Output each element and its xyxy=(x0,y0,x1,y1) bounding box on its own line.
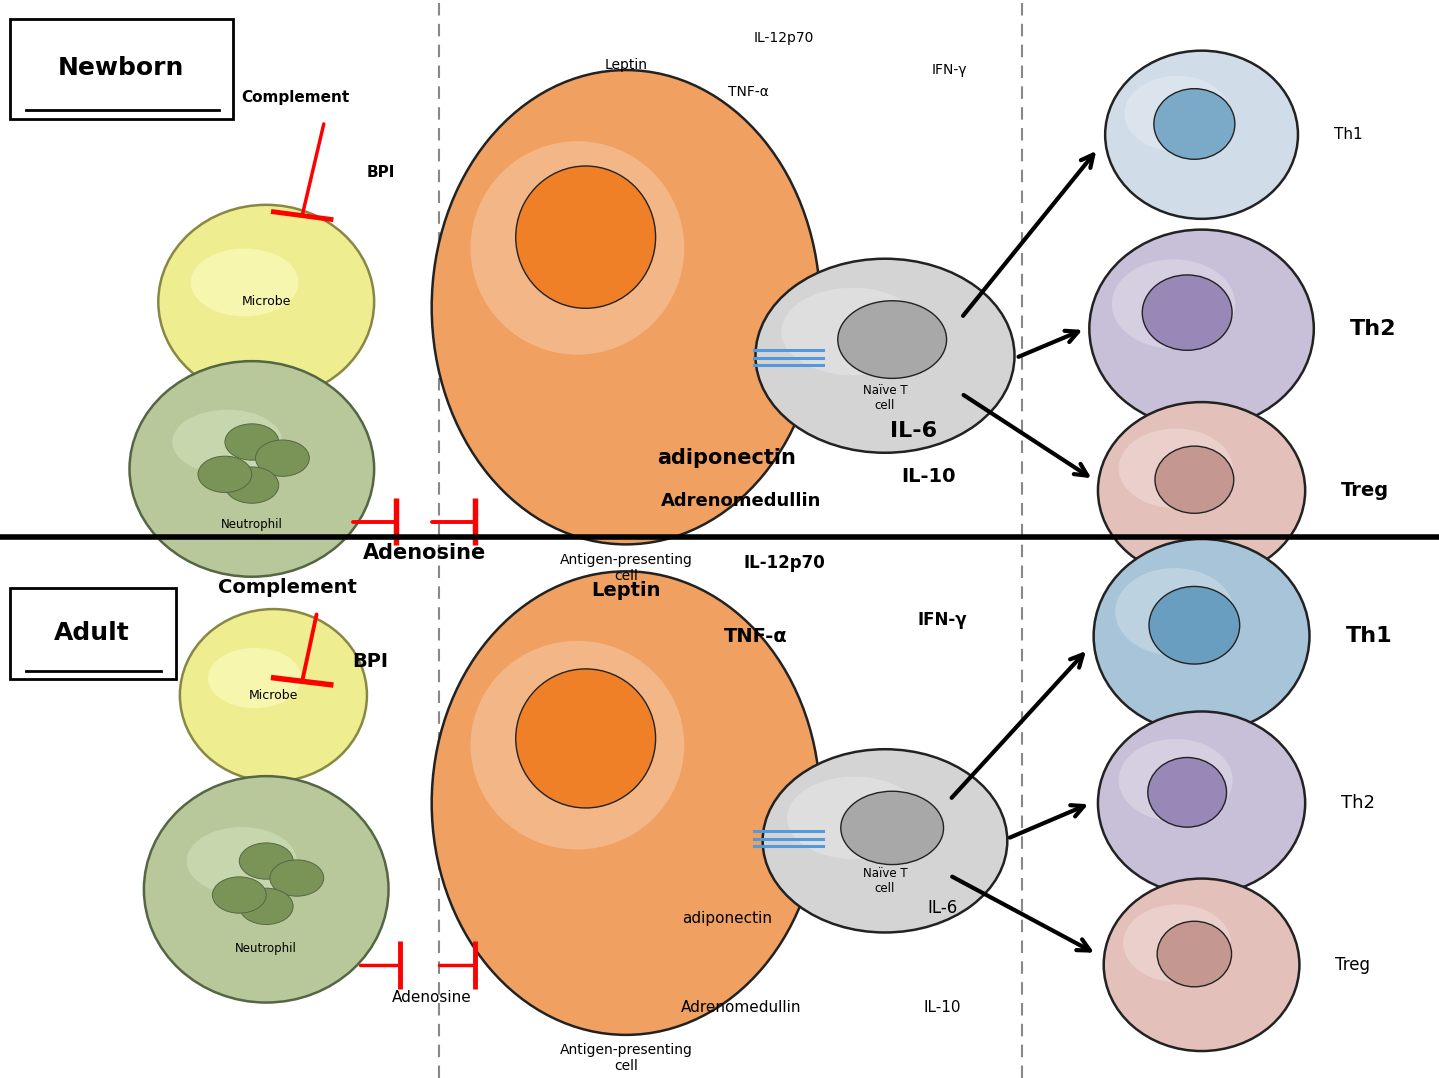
Text: Complement: Complement xyxy=(240,89,350,105)
Text: Treg: Treg xyxy=(1335,956,1370,973)
Text: IL-6: IL-6 xyxy=(891,421,937,441)
Ellipse shape xyxy=(1098,402,1305,579)
Ellipse shape xyxy=(1154,88,1235,160)
Text: Adenosine: Adenosine xyxy=(391,990,472,1005)
Ellipse shape xyxy=(781,288,924,375)
Text: Microbe: Microbe xyxy=(249,689,298,702)
Text: adiponectin: adiponectin xyxy=(682,911,771,926)
Text: IFN-γ: IFN-γ xyxy=(918,611,967,628)
Ellipse shape xyxy=(471,141,685,355)
Text: IL-12p70: IL-12p70 xyxy=(754,31,814,44)
Ellipse shape xyxy=(256,440,309,476)
Ellipse shape xyxy=(130,361,374,577)
Text: Complement: Complement xyxy=(219,578,357,597)
Text: Microbe: Microbe xyxy=(242,295,291,308)
Ellipse shape xyxy=(1148,758,1226,827)
Ellipse shape xyxy=(1124,904,1230,982)
Ellipse shape xyxy=(755,259,1014,453)
Ellipse shape xyxy=(224,467,279,503)
Ellipse shape xyxy=(199,456,252,493)
Ellipse shape xyxy=(1156,446,1233,513)
Ellipse shape xyxy=(239,888,294,925)
Ellipse shape xyxy=(1157,922,1232,986)
Ellipse shape xyxy=(158,205,374,399)
Ellipse shape xyxy=(432,571,820,1035)
Ellipse shape xyxy=(187,827,296,895)
Ellipse shape xyxy=(471,640,685,849)
FancyBboxPatch shape xyxy=(10,19,233,119)
Ellipse shape xyxy=(190,249,299,317)
Ellipse shape xyxy=(1118,429,1233,508)
Ellipse shape xyxy=(239,843,294,880)
Text: Adrenomedullin: Adrenomedullin xyxy=(661,493,822,510)
Text: Leptin: Leptin xyxy=(604,58,648,71)
Text: Th1: Th1 xyxy=(1334,127,1363,142)
Ellipse shape xyxy=(224,424,279,460)
Ellipse shape xyxy=(515,668,656,808)
Text: IL-10: IL-10 xyxy=(924,1000,961,1015)
Ellipse shape xyxy=(173,410,282,474)
Ellipse shape xyxy=(763,749,1007,932)
Text: Adenosine: Adenosine xyxy=(363,543,486,563)
FancyBboxPatch shape xyxy=(10,588,176,679)
Ellipse shape xyxy=(1112,260,1235,348)
Text: Neutrophil: Neutrophil xyxy=(236,942,296,955)
Ellipse shape xyxy=(1089,230,1314,428)
Text: Naïve T
cell: Naïve T cell xyxy=(862,867,908,895)
Text: Th2: Th2 xyxy=(1350,319,1396,338)
Text: Adrenomedullin: Adrenomedullin xyxy=(681,1000,802,1015)
Text: IL-6: IL-6 xyxy=(927,899,958,916)
Ellipse shape xyxy=(787,776,921,859)
Text: TNF-α: TNF-α xyxy=(728,85,768,98)
Text: IL-12p70: IL-12p70 xyxy=(744,554,825,571)
Text: Antigen-presenting
cell: Antigen-presenting cell xyxy=(560,1042,692,1074)
Text: Antigen-presenting
cell: Antigen-presenting cell xyxy=(560,553,692,583)
Ellipse shape xyxy=(840,791,944,865)
Text: BPI: BPI xyxy=(353,652,389,672)
Text: Newborn: Newborn xyxy=(58,56,184,80)
Ellipse shape xyxy=(1143,275,1232,350)
Text: BPI: BPI xyxy=(367,165,396,180)
Text: TNF-α: TNF-α xyxy=(724,626,787,646)
Text: Th1: Th1 xyxy=(1345,626,1392,646)
Ellipse shape xyxy=(1124,75,1230,152)
Ellipse shape xyxy=(837,301,947,378)
Text: Th2: Th2 xyxy=(1341,794,1376,812)
Text: IFN-γ: IFN-γ xyxy=(932,64,967,77)
Ellipse shape xyxy=(1098,711,1305,895)
Ellipse shape xyxy=(1115,568,1233,655)
Ellipse shape xyxy=(180,609,367,782)
Ellipse shape xyxy=(213,876,266,913)
Text: Neutrophil: Neutrophil xyxy=(222,519,282,531)
Ellipse shape xyxy=(1118,740,1233,821)
Ellipse shape xyxy=(432,70,820,544)
Ellipse shape xyxy=(271,860,324,896)
Ellipse shape xyxy=(1104,879,1299,1051)
Text: IL-10: IL-10 xyxy=(901,467,955,486)
Text: Adult: Adult xyxy=(55,621,130,645)
Text: Treg: Treg xyxy=(1341,481,1389,500)
Ellipse shape xyxy=(144,776,389,1003)
Ellipse shape xyxy=(1148,586,1239,664)
Text: Naïve T
cell: Naïve T cell xyxy=(862,385,908,413)
Ellipse shape xyxy=(1094,539,1309,733)
Ellipse shape xyxy=(1105,51,1298,219)
Ellipse shape xyxy=(207,648,301,708)
Text: adiponectin: adiponectin xyxy=(658,448,796,468)
Text: Leptin: Leptin xyxy=(591,581,661,600)
Ellipse shape xyxy=(515,166,656,308)
